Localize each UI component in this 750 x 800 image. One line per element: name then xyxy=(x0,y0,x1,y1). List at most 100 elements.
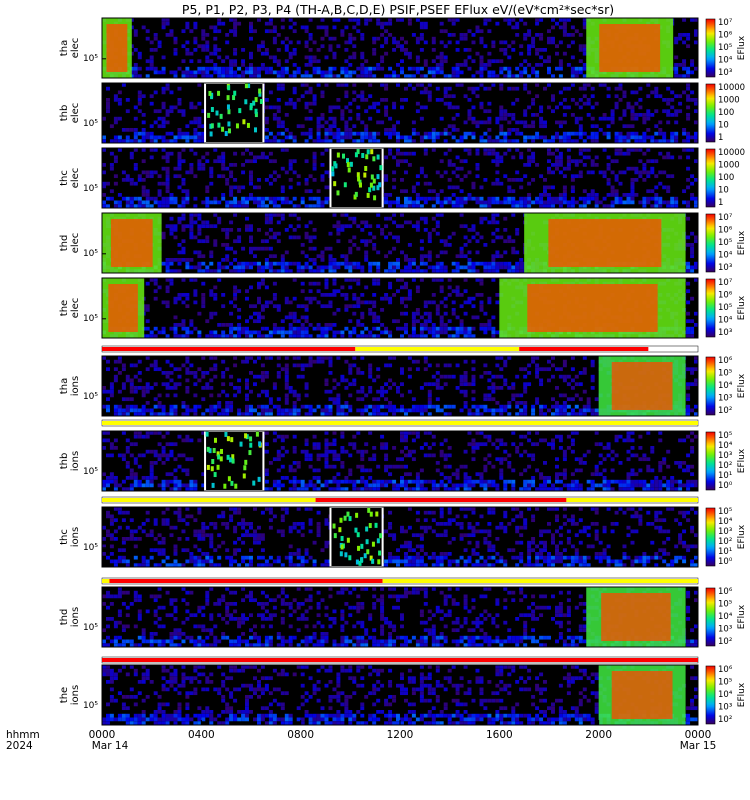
mode-segment xyxy=(102,658,698,662)
ylabel-line: thb xyxy=(59,105,70,122)
colorbar-label: EFlux xyxy=(737,373,747,398)
colorbar xyxy=(705,148,716,208)
panel-ylabel: thdelec xyxy=(59,233,81,254)
colorbar-tick-label: 10⁴ xyxy=(718,517,733,527)
ylabel-line: thc xyxy=(59,170,70,186)
ylabel-line: ions xyxy=(70,685,81,705)
panel-ylabel: theions xyxy=(59,685,81,705)
colorbar-tick-label: 10² xyxy=(718,637,732,647)
colorbar-label: EFlux xyxy=(737,604,747,629)
panel-ylabel: theelec xyxy=(59,298,81,319)
colorbar-label: EFlux xyxy=(737,524,747,549)
panel-ytick: 10⁵ xyxy=(83,623,98,633)
panel-ytick: 10⁵ xyxy=(83,543,98,553)
chart-title: P5, P1, P2, P3, P4 (TH-A,B,C,D,E) PSIF,P… xyxy=(182,2,614,17)
colorbar xyxy=(705,18,716,78)
panel-ylabel: thbions xyxy=(59,451,81,471)
panel-frame xyxy=(101,586,699,648)
mode-bar xyxy=(101,496,699,504)
panel-ytick: 10⁵ xyxy=(83,314,98,324)
colorbar-tick-label: 10³ xyxy=(718,68,732,78)
panel-frame xyxy=(101,355,699,417)
x-axis-left-label: hhmm xyxy=(6,729,40,741)
colorbar-label: EFlux xyxy=(737,295,747,320)
colorbar-tick-label: 10³ xyxy=(718,625,732,635)
ylabel-line: elec xyxy=(70,38,81,59)
colorbar-tick-label: 10 xyxy=(718,121,729,131)
ylabel-line: ions xyxy=(70,451,81,471)
mode-bar xyxy=(101,577,699,585)
colorbar-label: EFlux xyxy=(737,35,747,60)
panel-ylabel: thcions xyxy=(59,527,81,547)
panel-frame xyxy=(101,82,699,144)
panels-group: thaelec10⁵10⁷10⁶10⁵10⁴10³EFluxthbelec10⁵… xyxy=(59,17,747,726)
panel-frame xyxy=(101,430,699,492)
hot-plasma-core xyxy=(110,219,153,267)
ylabel-line: thc xyxy=(59,529,70,545)
colorbar xyxy=(705,213,716,273)
colorbar xyxy=(705,431,716,491)
colorbar-tick-label: 10⁵ xyxy=(718,369,732,379)
colorbar-tick-label: 10³ xyxy=(718,451,732,461)
panel-ylabel: thcelec xyxy=(59,168,81,189)
colorbar-tick-label: 10³ xyxy=(718,527,732,537)
colorbar-tick-label: 10⁶ xyxy=(718,665,733,675)
colorbar-tick-label: 10⁶ xyxy=(718,356,733,366)
colorbar-tick-label: 10² xyxy=(718,461,732,471)
ylabel-line: thb xyxy=(59,453,70,470)
colorbar-tick-label: 10⁰ xyxy=(718,481,733,491)
hot-plasma-core xyxy=(108,284,138,332)
x-axis-left-label: 2024 xyxy=(6,740,33,752)
panel-frame xyxy=(101,506,699,568)
x-tick-label: 0400 xyxy=(188,729,215,741)
colorbar-tick-label: 10⁵ xyxy=(718,431,732,441)
x-tick-label: 2000 xyxy=(585,729,612,741)
panel-ylabel: thaelec xyxy=(59,38,81,59)
ylabel-line: elec xyxy=(70,168,81,189)
panel-frame xyxy=(101,147,699,209)
panel-ytick: 10⁵ xyxy=(83,249,98,259)
hot-plasma-core xyxy=(611,671,673,719)
colorbar-tick-label: 10⁷ xyxy=(718,213,733,223)
hot-plasma-core xyxy=(611,362,673,410)
hot-plasma-core xyxy=(527,284,658,332)
colorbar-tick-label: 10⁴ xyxy=(718,251,733,261)
mode-segment xyxy=(102,498,316,502)
colorbar xyxy=(705,507,716,567)
mode-segment xyxy=(102,347,356,351)
panel-ytick: 10⁵ xyxy=(83,392,98,402)
colorbar-tick-label: 10³ xyxy=(718,263,732,273)
colorbar-tick-label: 10⁵ xyxy=(718,43,732,53)
ylabel-line: ions xyxy=(70,607,81,627)
colorbar xyxy=(705,278,716,338)
mode-segment xyxy=(519,347,649,351)
colorbar-tick-label: 10 xyxy=(718,186,729,196)
colorbar-tick-label: 10⁴ xyxy=(718,56,733,66)
mode-bar xyxy=(101,656,699,664)
colorbar-tick-label: 1000 xyxy=(718,161,740,171)
panel-ylabel: thdions xyxy=(59,607,81,627)
colorbar-tick-label: 1 xyxy=(718,133,723,143)
colorbar-tick-label: 10⁵ xyxy=(718,303,732,313)
colorbar-tick-label: 10⁶ xyxy=(718,226,733,236)
colorbar-tick-label: 10⁷ xyxy=(718,18,733,28)
colorbar-label: EFlux xyxy=(737,682,747,707)
colorbar-tick-label: 10000 xyxy=(718,83,745,93)
mode-segment xyxy=(382,579,698,583)
colorbar-tick-label: 100 xyxy=(718,108,734,118)
colorbar-tick-label: 10000 xyxy=(718,148,745,158)
ylabel-line: tha xyxy=(59,40,70,56)
mode-bars-group xyxy=(101,345,699,664)
mode-segment xyxy=(109,579,383,583)
hot-plasma-core xyxy=(599,24,661,72)
colorbar xyxy=(705,587,716,647)
colorbar-tick-label: 10³ xyxy=(718,328,732,338)
panel-ytick: 10⁵ xyxy=(83,184,98,194)
hot-plasma-core xyxy=(601,593,671,641)
